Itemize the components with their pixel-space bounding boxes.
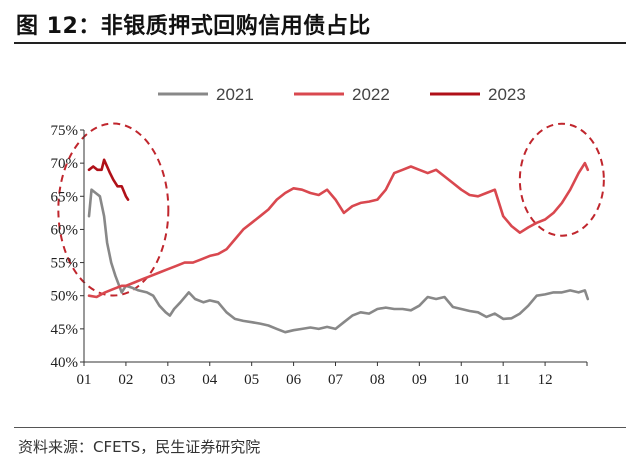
legend-label-2022: 2022 — [352, 85, 390, 104]
legend-label-2021: 2021 — [216, 85, 254, 104]
series-line-2021 — [87, 188, 590, 334]
annotation-ellipse-right — [518, 122, 605, 237]
x-tick-label: 08 — [370, 372, 385, 388]
x-tick-label: 02 — [118, 372, 133, 388]
y-tick-label: 40% — [51, 355, 79, 371]
x-tick-label: 11 — [496, 372, 510, 388]
page-title: 图 12：非银质押式回购信用债占比 — [16, 14, 371, 39]
title-divider — [14, 42, 626, 44]
x-tick-label: 09 — [412, 372, 427, 388]
x-tick-label: 03 — [160, 372, 175, 388]
line-chart: 2021 2022 2023 40% 45% 50% 55% 60% 65% 70% 75% 01 0… — [51, 85, 605, 388]
x-tick-label: 06 — [286, 372, 302, 388]
x-tick-label: 12 — [538, 372, 553, 388]
legend: 2021 2022 2023 — [158, 85, 526, 104]
x-tick-label: 10 — [454, 372, 469, 388]
source-note: 资料来源：CFETS，民生证券研究院 — [18, 438, 261, 456]
x-tick-label: 01 — [77, 372, 92, 388]
series-line-2022 — [87, 161, 590, 299]
y-tick-label: 50% — [51, 289, 79, 305]
y-tick-label: 60% — [51, 222, 79, 238]
legend-label-2023: 2023 — [488, 85, 526, 104]
annotation-ellipse-left — [57, 122, 170, 297]
y-tick-label: 45% — [51, 322, 79, 338]
x-tick-label: 07 — [328, 372, 344, 388]
y-tick-label: 55% — [51, 256, 79, 272]
x-tick-label: 05 — [244, 372, 259, 388]
x-tick-label: 04 — [202, 372, 218, 388]
y-tick-label: 75% — [51, 123, 79, 139]
y-tick-label: 70% — [51, 156, 79, 172]
annotation-layer — [57, 122, 605, 297]
axes: 40% 45% 50% 55% 60% 65% 70% 75% 01 02 03 04 05 06 07 08… — [51, 123, 588, 388]
series-layer — [87, 158, 590, 334]
y-tick-label: 65% — [51, 189, 79, 205]
series-line-2023 — [87, 158, 130, 201]
footer-divider — [14, 427, 626, 428]
